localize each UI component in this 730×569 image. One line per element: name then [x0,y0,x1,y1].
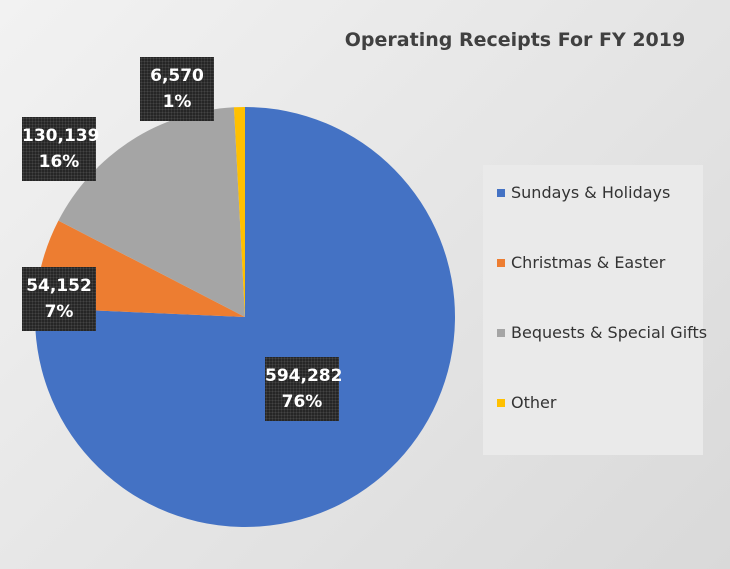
value-label: 54,152 [26,276,92,296]
value-label: 6,570 [150,66,204,86]
value-label: 594,282 [265,366,343,386]
data-label: 54,152 7% [22,267,96,331]
chart-title: Operating Receipts For FY 2019 [345,29,685,51]
legend-swatch [497,259,505,267]
value-label: 130,139 [22,126,100,146]
legend-label: Sundays & Holidays [511,183,671,202]
pie-slice [233,107,245,317]
legend-label: Bequests & Special Gifts [511,323,708,342]
legend-item: Christmas & Easter [497,249,711,277]
data-label: 594,282 76% [265,357,343,421]
percent-label: 1% [162,92,192,112]
legend: Sundays & Holidays Christmas & Easter Bequ… [483,165,707,455]
legend-item: Bequests & Special Gifts [497,319,711,347]
percent-label: 76% [281,392,323,412]
legend-swatch [497,329,505,337]
legend-item: Sundays & Holidays [497,179,711,207]
data-label: 130,139 16% [22,117,100,181]
legend-swatch [497,399,505,407]
data-label: 6,570 1% [140,57,214,121]
legend-item: Other [497,389,711,417]
percent-label: 16% [38,152,80,172]
percent-label: 7% [44,302,74,322]
legend-label: Other [511,393,557,412]
legend-label: Christmas & Easter [511,253,666,272]
pie-slice [58,107,246,317]
legend-swatch [497,189,505,197]
